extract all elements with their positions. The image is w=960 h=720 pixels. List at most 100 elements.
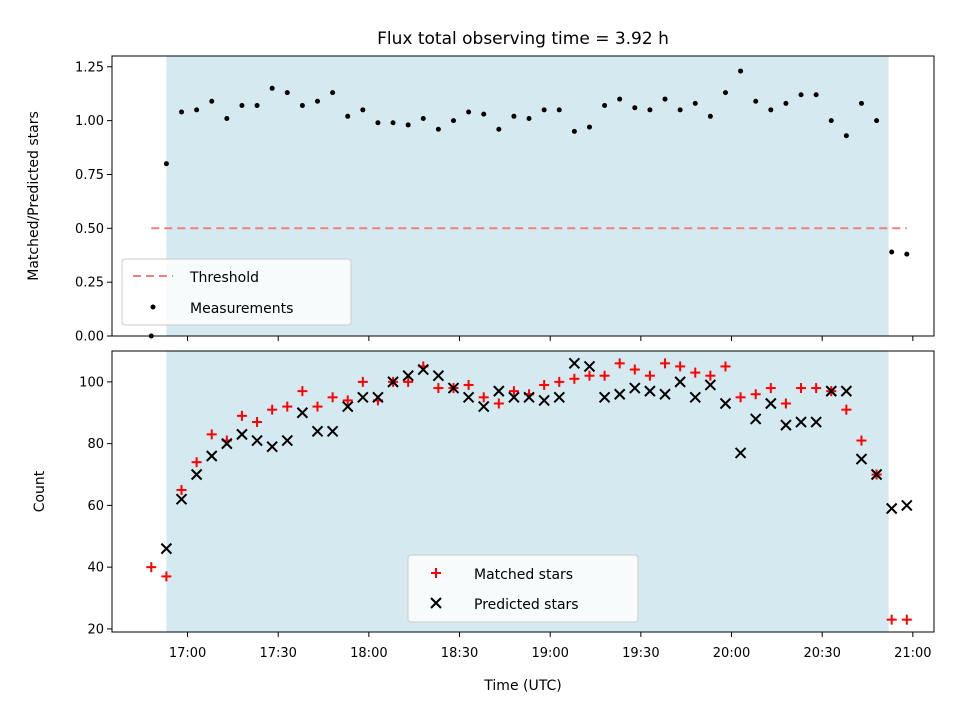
matched-star-point — [735, 392, 746, 403]
measurement-point — [375, 120, 381, 126]
marker-stroke — [417, 363, 429, 376]
predicted-star-point — [266, 441, 278, 453]
marker-stroke — [493, 385, 505, 397]
measurement-point — [435, 126, 441, 132]
marker-stroke — [538, 394, 550, 407]
predicted-star-point — [478, 400, 490, 413]
predicted-star-point — [598, 391, 611, 404]
measurement-point — [496, 126, 502, 132]
ratio-panel: 0.00 0.25 0.50 0.75 1.00 1.25 Matched/Predict… — [26, 55, 935, 345]
marker-stroke — [508, 391, 520, 404]
marker-stroke — [478, 400, 490, 413]
marker-stroke — [825, 385, 837, 397]
measurement-point — [345, 113, 351, 119]
predicted-star-point — [901, 499, 913, 512]
predicted-star-point — [855, 453, 868, 465]
marker-stroke — [402, 369, 414, 382]
marker-stroke — [855, 453, 868, 465]
marker-stroke — [236, 428, 248, 441]
marker-stroke — [749, 413, 762, 425]
predicted-star-point — [810, 416, 822, 428]
predicted-star-point — [296, 407, 309, 419]
y-tick-label: 0.50 — [75, 222, 104, 237]
legend-box — [121, 258, 352, 326]
marker-stroke — [311, 425, 324, 437]
marker-stroke — [704, 379, 717, 391]
matched-star-point — [357, 376, 368, 387]
y-axis-label: Matched/Predicted stars — [26, 111, 42, 281]
measurement-point — [828, 118, 834, 124]
legend: Threshold Measurements — [121, 258, 352, 326]
predicted-star-point — [236, 428, 248, 441]
y-tick-label: 80 — [87, 437, 104, 452]
marker-stroke — [357, 391, 369, 404]
predicted-star-point — [342, 400, 354, 413]
legend-label-threshold: Threshold — [189, 270, 259, 286]
measurement-point — [209, 98, 215, 104]
y-tick-label: 20 — [87, 622, 104, 637]
predicted-star-point — [221, 437, 233, 450]
matched-star-point — [539, 379, 550, 390]
predicted-star-point — [780, 419, 792, 431]
x-axis-ticks — [187, 336, 914, 341]
marker-stroke — [613, 388, 626, 400]
x-tick-label: 17:30 — [259, 646, 296, 661]
predicted-star-point — [251, 434, 263, 447]
x-axis-ticks: 17:00 17:30 18:00 18:30 19:00 19:30 20:00 20:30… — [169, 632, 932, 661]
matched-star-point — [282, 401, 293, 412]
matched-star-point — [433, 383, 444, 394]
marker-stroke — [342, 400, 354, 413]
y-axis-ticks: 20 40 60 80 100 — [79, 375, 112, 637]
measurement-point — [874, 118, 880, 124]
marker-stroke — [674, 376, 686, 388]
legend-label-predicted: Predicted stars — [474, 597, 579, 613]
matched-star-point — [841, 404, 852, 415]
matched-star-point — [796, 383, 807, 394]
marker-stroke — [719, 397, 732, 410]
predicted-star-point — [553, 391, 565, 404]
measurement-point — [420, 115, 426, 121]
measurement-points — [148, 68, 910, 339]
predicted-star-point — [870, 468, 883, 481]
marker-stroke — [430, 597, 442, 609]
x-tick-label: 18:00 — [350, 646, 387, 661]
matched-star-point — [478, 392, 489, 403]
predicted-star-point — [749, 413, 762, 425]
y-tick-label: 1.00 — [75, 114, 104, 129]
measurement-point — [753, 98, 759, 104]
legend-predicted-swatch — [430, 597, 442, 609]
legend-label-measurements: Measurements — [190, 301, 293, 317]
marker-stroke — [160, 542, 173, 555]
measurement-point — [224, 115, 230, 121]
predicted-star-point — [508, 391, 520, 404]
measurement-point — [571, 128, 577, 134]
marker-stroke — [190, 468, 203, 481]
legend: Matched stars Predicted stars — [407, 554, 639, 623]
measurement-point — [511, 113, 517, 119]
predicted-star-point — [387, 376, 399, 388]
marker-stroke — [387, 376, 399, 388]
legend-x-marker — [430, 597, 442, 609]
predicted-star-point — [689, 391, 701, 404]
predicted-star-point — [326, 425, 339, 437]
measurement-point — [662, 96, 668, 102]
matched-star-point — [690, 367, 701, 378]
marker-stroke — [901, 499, 913, 512]
marker-stroke — [885, 502, 898, 515]
y-axis-label: Count — [32, 470, 48, 512]
marker-stroke — [795, 416, 807, 428]
marker-stroke — [326, 425, 339, 437]
measurement-point — [239, 103, 245, 109]
measurement-point — [692, 100, 698, 106]
y-tick-label: 60 — [87, 499, 104, 514]
plot-frame — [111, 55, 935, 337]
measurement-point — [315, 98, 320, 104]
measurement-point — [299, 103, 305, 109]
x-tick-label: 20:00 — [713, 646, 750, 661]
marker-stroke — [870, 468, 883, 481]
marker-stroke — [266, 441, 278, 453]
matched-star-point — [629, 364, 640, 375]
predicted-star-point — [462, 391, 475, 404]
y-tick-label: 0.75 — [75, 168, 104, 183]
marker-stroke — [644, 385, 656, 397]
